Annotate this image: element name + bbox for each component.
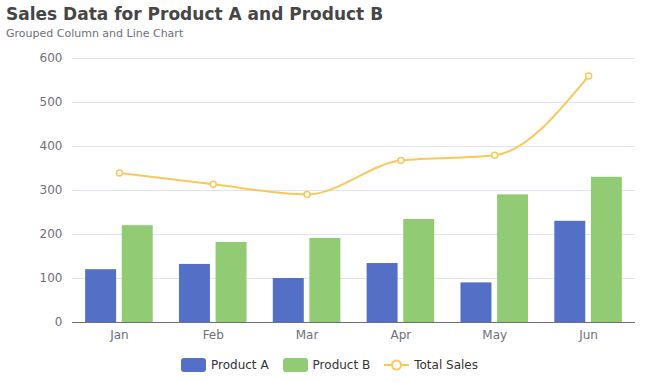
html-text:Product B: Product B — [312, 358, 371, 372]
svg-text:Mar: Mar — [296, 328, 319, 342]
svg-text:100: 100 — [40, 271, 63, 285]
svg-text:200: 200 — [40, 227, 63, 241]
svg-text:Jan: Jan — [109, 328, 128, 342]
svg-text:300: 300 — [40, 183, 63, 197]
html-text:Grouped Column and Line Chart: Grouped Column and Line Chart — [6, 27, 184, 40]
html-text:Sales Data for Product A and P: Sales Data for Product A and Product B — [6, 4, 384, 24]
svg-text:400: 400 — [40, 139, 63, 153]
html-text:Total Sales: Total Sales — [414, 358, 478, 372]
svg-text:500: 500 — [40, 95, 63, 109]
svg-text:Jun: Jun — [578, 328, 598, 342]
svg-text:0: 0 — [55, 315, 63, 329]
svg-text:May: May — [482, 328, 507, 342]
svg-text:600: 600 — [40, 51, 63, 65]
svg-text:Apr: Apr — [391, 328, 412, 342]
svg-text:Feb: Feb — [203, 328, 224, 342]
html-text:Product A: Product A — [211, 358, 269, 372]
